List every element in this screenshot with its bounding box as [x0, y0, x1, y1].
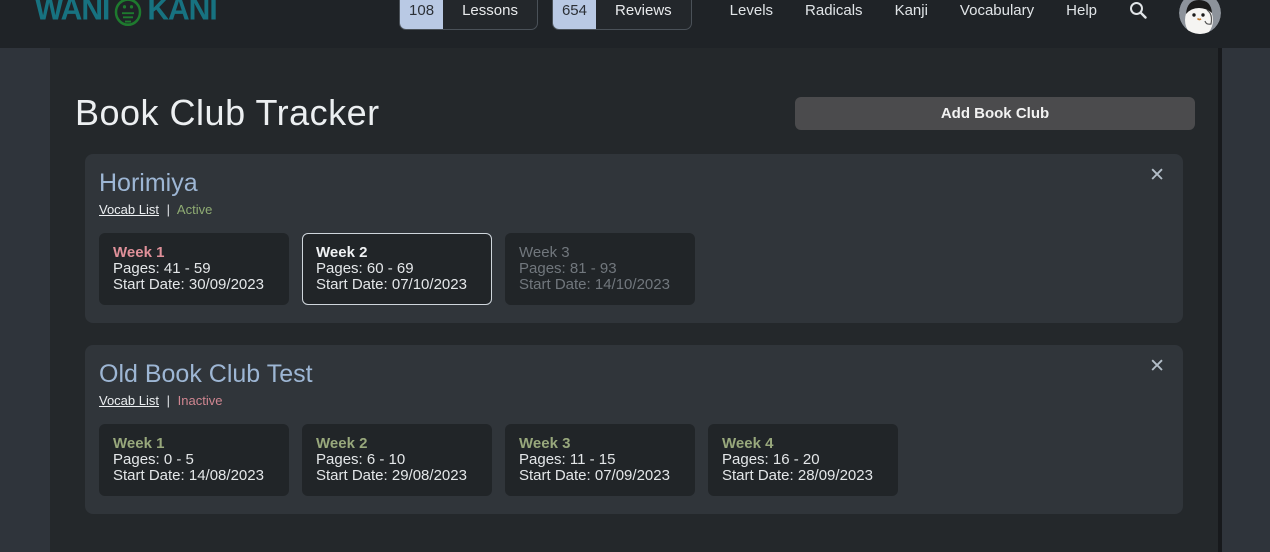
- weeks-row: Week 1 Pages: 41 - 59 Start Date: 30/09/…: [99, 233, 1167, 305]
- week-title: Week 4: [722, 435, 774, 452]
- club-subtitle: Vocab List | Inactive: [99, 393, 1167, 408]
- close-icon[interactable]: ✕: [1149, 165, 1165, 186]
- weeks-row: Week 1 Pages: 0 - 5 Start Date: 14/08/20…: [99, 424, 1167, 496]
- week-card-1[interactable]: Week 1 Pages: 0 - 5 Start Date: 14/08/20…: [99, 424, 289, 496]
- subtitle-separator: |: [166, 393, 171, 408]
- add-book-club-button[interactable]: Add Book Club: [795, 96, 1195, 130]
- lessons-button[interactable]: 108 Lessons: [399, 0, 538, 30]
- logo-text-right: KANI: [147, 0, 217, 27]
- reviews-count-badge: 654: [552, 0, 596, 29]
- week-pages: Pages: 41 - 59: [113, 260, 211, 277]
- week-title: Week 3: [519, 244, 570, 261]
- week-pages: Pages: 0 - 5: [113, 451, 194, 468]
- close-icon[interactable]: ✕: [1149, 356, 1165, 377]
- crocodile-icon: [115, 0, 142, 27]
- status-badge: Active: [176, 202, 213, 217]
- week-pages: Pages: 11 - 15: [519, 451, 616, 468]
- week-card-3[interactable]: Week 3 Pages: 11 - 15 Start Date: 07/09/…: [505, 424, 695, 496]
- user-avatar[interactable]: [1179, 0, 1221, 34]
- club-name: Old Book Club Test: [99, 360, 313, 388]
- week-title: Week 2: [316, 435, 368, 452]
- page-title: Book Club Tracker: [75, 92, 380, 133]
- week-pages: Pages: 16 - 20: [722, 451, 820, 468]
- week-start-date: Start Date: 14/10/2023: [519, 276, 670, 293]
- nav-link-levels[interactable]: Levels: [729, 1, 774, 19]
- main-content: Book Club Tracker Add Book Club ✕ Horimi…: [50, 48, 1222, 552]
- lessons-label: Lessons: [462, 1, 518, 19]
- week-card-4[interactable]: Week 4 Pages: 16 - 20 Start Date: 28/09/…: [708, 424, 898, 496]
- week-card-2-current[interactable]: Week 2 Pages: 60 - 69 Start Date: 07/10/…: [302, 233, 492, 305]
- subtitle-separator: |: [166, 202, 171, 217]
- club-subtitle: Vocab List | Active: [99, 202, 1167, 217]
- week-start-date: Start Date: 30/09/2023: [113, 276, 264, 293]
- club-card-old-book-club: ✕ Old Book Club Test Vocab List | Inacti…: [85, 345, 1183, 514]
- week-title: Week 1: [113, 244, 165, 261]
- nav-link-radicals[interactable]: Radicals: [805, 1, 863, 19]
- vocab-list-link[interactable]: Vocab List: [99, 393, 159, 408]
- week-start-date: Start Date: 28/09/2023: [722, 467, 873, 484]
- club-name: Horimiya: [99, 169, 198, 197]
- search-icon[interactable]: [1129, 1, 1147, 19]
- top-navbar: WANI KANI 108 Lessons 654 Reviews Lev: [0, 0, 1270, 48]
- nav-link-help[interactable]: Help: [1066, 1, 1097, 19]
- week-title: Week 3: [519, 435, 571, 452]
- week-pages: Pages: 81 - 93: [519, 260, 617, 277]
- week-card-2[interactable]: Week 2 Pages: 6 - 10 Start Date: 29/08/2…: [302, 424, 492, 496]
- week-start-date: Start Date: 14/08/2023: [113, 467, 264, 484]
- club-card-horimiya: ✕ Horimiya Vocab List | Active Week 1 Pa…: [85, 154, 1183, 323]
- week-title: Week 2: [316, 244, 368, 261]
- wanikani-logo[interactable]: WANI KANI: [35, 0, 218, 28]
- vocab-list-link[interactable]: Vocab List: [99, 202, 159, 217]
- lessons-count-badge: 108: [400, 0, 444, 29]
- reviews-label: Reviews: [614, 1, 672, 19]
- week-card-3[interactable]: Week 3 Pages: 81 - 93 Start Date: 14/10/…: [505, 233, 695, 305]
- week-start-date: Start Date: 07/09/2023: [519, 467, 670, 484]
- status-badge: Inactive: [177, 393, 223, 408]
- week-title: Week 1: [113, 435, 165, 452]
- avatar-image: [1179, 0, 1221, 34]
- reviews-button[interactable]: 654 Reviews: [551, 0, 692, 30]
- week-pages: Pages: 6 - 10: [316, 451, 406, 468]
- page-header: Book Club Tracker Add Book Club: [50, 92, 1218, 134]
- week-pages: Pages: 60 - 69: [316, 260, 414, 277]
- logo-text-left: WANI: [35, 0, 110, 27]
- nav-link-vocabulary[interactable]: Vocabulary: [959, 1, 1035, 19]
- week-start-date: Start Date: 29/08/2023: [316, 467, 467, 484]
- week-card-1[interactable]: Week 1 Pages: 41 - 59 Start Date: 30/09/…: [99, 233, 289, 305]
- week-start-date: Start Date: 07/10/2023: [316, 276, 467, 293]
- nav-link-kanji[interactable]: Kanji: [894, 1, 928, 19]
